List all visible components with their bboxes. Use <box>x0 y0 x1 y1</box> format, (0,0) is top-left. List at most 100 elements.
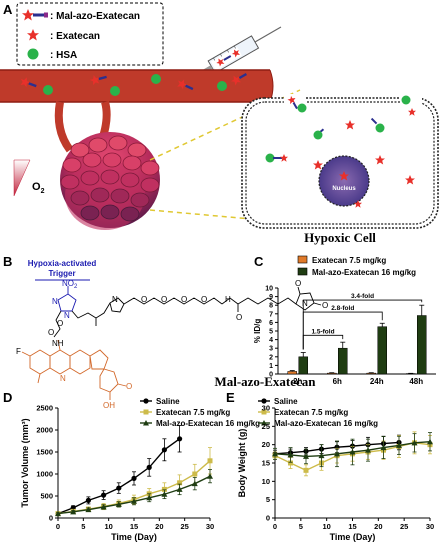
mal-azo-molecule <box>89 75 107 86</box>
fold-change-label: 1.5-fold <box>311 328 334 335</box>
hsa-molecule <box>313 130 323 140</box>
atom-o: O <box>201 295 207 304</box>
panel-e-label: E <box>226 390 235 405</box>
x-tick-label: 15 <box>130 522 138 531</box>
data-point <box>192 471 198 477</box>
y-tick-label: 9 <box>269 294 273 301</box>
hsa-molecule <box>375 123 385 133</box>
nucleus <box>318 155 370 207</box>
x-tick-label: 6h <box>333 377 342 386</box>
atom-n: N <box>302 299 308 308</box>
legend-mal-azo-icon <box>22 9 48 21</box>
data-point <box>365 447 371 453</box>
atom-o: O <box>295 279 301 288</box>
y-tick-label: 10 <box>262 477 270 486</box>
data-point <box>380 444 387 451</box>
x-tick-label: 15 <box>348 522 356 531</box>
data-point <box>85 506 92 513</box>
data-point <box>177 480 183 486</box>
y-tick-label: 0 <box>49 514 53 523</box>
x-tick-label: 25 <box>180 522 188 531</box>
blood-vessel <box>0 69 274 103</box>
data-point <box>70 508 77 515</box>
biodistribution-chart: 0 1 23 45 6 78 910 % ID/g 2h 6h 24h 48h 3.4-fold 2.8-… <box>253 286 436 386</box>
legend-c-exatecan: Exatecan 7.5 mg/kg <box>312 256 386 265</box>
mal-azo-molecule <box>230 72 247 86</box>
atom-o: O <box>57 319 63 328</box>
legend-e-saline: Saline <box>274 397 298 406</box>
legend-mal-azo-label: : Mal-azo-Exatecan <box>50 11 140 22</box>
legend-exatecan-icon <box>27 29 39 41</box>
panel-d-label: D <box>3 390 12 405</box>
bar <box>338 347 348 375</box>
vessel-molecules <box>20 72 247 96</box>
data-point <box>318 452 325 459</box>
data-point <box>131 498 137 504</box>
data-point <box>272 450 278 457</box>
data-point <box>191 480 198 487</box>
vessel-branch <box>54 101 74 153</box>
atom-o: O <box>322 301 328 310</box>
legend-marker-exatecan <box>261 409 267 415</box>
legend-marker-saline <box>143 398 149 404</box>
data-point <box>146 494 153 501</box>
chemical-structure <box>21 286 322 400</box>
data-point <box>207 458 213 464</box>
trigger-title: Hypoxia-activated <box>28 259 97 268</box>
atom-o: O <box>181 295 187 304</box>
data-point <box>115 501 122 507</box>
atom-o: O <box>236 313 242 322</box>
mal-azo-molecule <box>287 95 298 110</box>
atom-h: H <box>225 295 231 304</box>
significance-bracket <box>302 311 383 350</box>
panel-a: A : Mal-azo-Exatecan : Exatecan : HSA <box>0 2 439 245</box>
exatecan-star <box>339 171 349 181</box>
data-point <box>396 442 402 448</box>
hypoxic-cell-caption: Hypoxic Cell <box>304 230 376 245</box>
y-tick-label: 15 <box>262 459 270 468</box>
chemical-atom-labels: NO2 N N O O NH F N O O O O H O N O O N O… <box>16 279 328 410</box>
exatecan-star <box>354 200 362 208</box>
atom-f: F <box>16 347 21 356</box>
data-point <box>411 439 418 446</box>
hsa-molecule <box>297 103 307 113</box>
vessel-body <box>0 70 270 102</box>
legend-d-saline: Saline <box>156 397 180 406</box>
y-tick-label: 4 <box>269 337 273 344</box>
data-point <box>55 510 61 517</box>
x-tick-label: 30 <box>206 522 214 531</box>
x-tick-label: 24h <box>370 377 384 386</box>
mal-azo-molecule <box>20 77 37 88</box>
y-tick-label: 6 <box>269 320 273 327</box>
x-tick-label: 30 <box>426 522 434 531</box>
o2-label: O2 <box>32 181 45 195</box>
y-tick-label: 1500 <box>36 448 53 457</box>
exatecan-star <box>313 160 323 170</box>
mal-azo-molecule <box>177 79 194 91</box>
panel-b-label: B <box>3 254 12 269</box>
data-point <box>287 451 294 458</box>
legend-swatch-mal-azo <box>297 267 308 276</box>
exatecan-star <box>375 155 385 165</box>
legend-c-mal-azo: Mal-azo-Exatecan 16 mg/kg <box>312 268 416 277</box>
data-point <box>101 492 107 498</box>
legend-d-mal-azo: Mal-azo-Exatecan 16 mg/kg <box>156 419 260 428</box>
bar <box>327 372 337 375</box>
legend-marker-saline <box>261 398 267 404</box>
data-point <box>85 497 91 503</box>
panel-a-legend: : Mal-azo-Exatecan : Exatecan : HSA <box>16 2 164 66</box>
legend-exatecan-label: : Exatecan <box>50 31 100 42</box>
hsa-molecule <box>217 81 227 91</box>
data-point <box>288 460 293 466</box>
x-tick-label: 0 <box>273 522 277 531</box>
panel-a-label: A <box>3 2 13 17</box>
y-tick-label: 3 <box>269 346 273 353</box>
legend-marker-mal-azo <box>143 420 149 426</box>
data-point <box>116 485 122 491</box>
mal-azo-molecule <box>265 153 288 163</box>
fold-change-label: 3.4-fold <box>351 293 374 300</box>
bar <box>366 372 376 375</box>
fold-change-label: 2.8-fold <box>331 305 354 312</box>
y-tick-label: 2500 <box>36 404 53 413</box>
y-tick-label: 5 <box>266 495 270 504</box>
